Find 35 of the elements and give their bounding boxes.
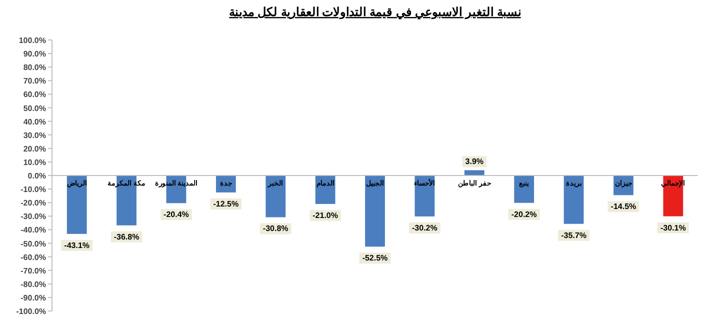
chart-title: نسبة التغير الاسبوعي في قيمة التداولات العقارية لكل مدينة: [229, 5, 521, 20]
y-tick-label: 50.0%: [23, 104, 46, 113]
y-tick-label: -10.0%: [20, 185, 46, 194]
data-label: -30.8%: [262, 224, 288, 234]
y-tick-label: 10.0%: [23, 158, 46, 167]
data-label: -52.5%: [362, 254, 388, 263]
y-tick-label: -90.0%: [20, 293, 46, 302]
data-label: -30.2%: [412, 223, 438, 232]
data-label: -21.0%: [312, 210, 338, 220]
y-tick-label: -40.0%: [20, 226, 46, 235]
y-tick-label: 100.0%: [18, 36, 46, 45]
y-tick-label: -50.0%: [20, 239, 46, 248]
data-label: -30.1%: [660, 223, 686, 232]
data-label: 3.9%: [465, 157, 484, 166]
y-tick-label: -60.0%: [20, 252, 46, 262]
y-tick-label: -80.0%: [20, 280, 46, 289]
y-tick-label: 70.0%: [23, 76, 46, 86]
data-label: -12.5%: [213, 199, 239, 208]
y-tick-label: 30.0%: [23, 130, 46, 140]
y-tick-label: 90.0%: [23, 50, 46, 59]
y-tick-label: -100.0%: [16, 307, 46, 316]
data-label: -20.2%: [511, 210, 537, 219]
data-label: -20.4%: [164, 210, 189, 220]
y-tick-label: 60.0%: [23, 90, 46, 100]
y-tick-label: 0.0%: [28, 172, 46, 180]
y-tick-label: -20.0%: [20, 198, 46, 208]
data-label: -14.5%: [610, 202, 636, 212]
data-label: -43.1%: [64, 240, 90, 250]
y-tick-label: -30.0%: [20, 212, 46, 222]
y-tick-label: -70.0%: [20, 266, 46, 276]
y-tick-label: 20.0%: [23, 144, 46, 154]
y-tick-label: 40.0%: [23, 117, 46, 126]
data-label: -35.7%: [561, 230, 586, 240]
y-tick-label: 80.0%: [23, 63, 46, 72]
data-label: -36.8%: [114, 232, 140, 242]
